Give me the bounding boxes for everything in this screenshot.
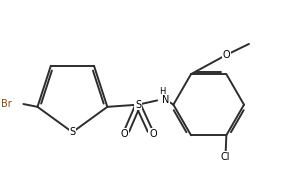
Text: H: H bbox=[159, 87, 165, 96]
Text: Br: Br bbox=[1, 99, 12, 109]
Text: S: S bbox=[69, 127, 76, 137]
Text: Cl: Cl bbox=[221, 152, 230, 162]
Text: O: O bbox=[149, 129, 157, 139]
Text: N: N bbox=[162, 96, 169, 105]
Text: S: S bbox=[135, 100, 141, 110]
Text: O: O bbox=[120, 129, 128, 139]
Text: O: O bbox=[223, 50, 230, 60]
